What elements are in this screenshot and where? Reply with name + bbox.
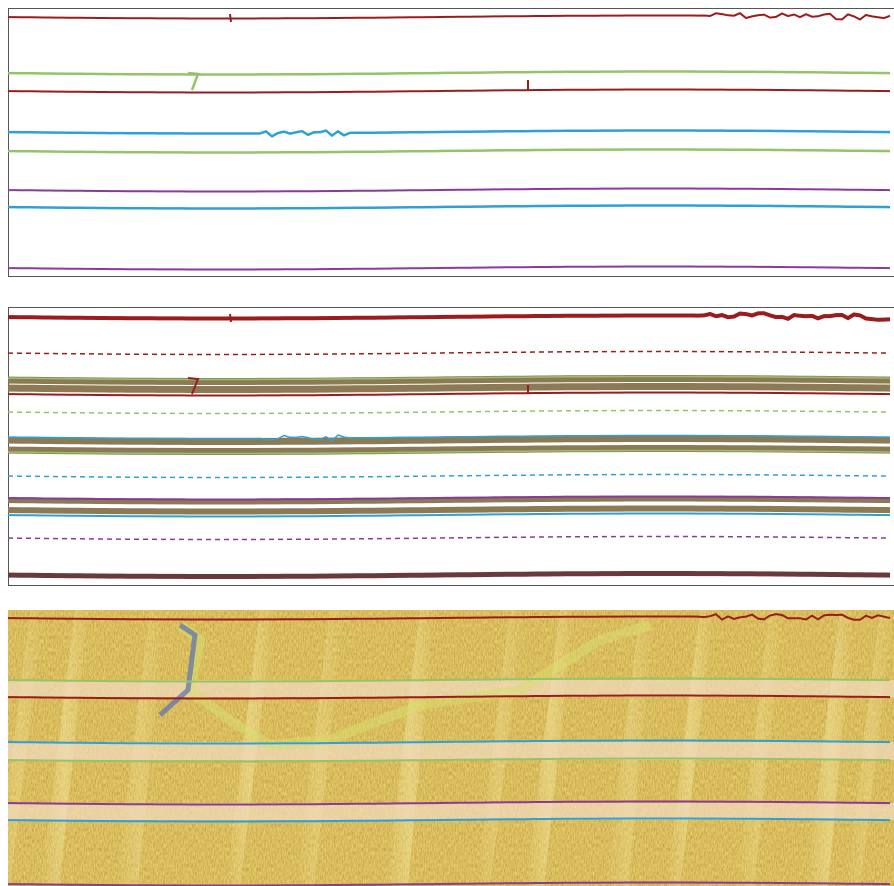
figure <box>0 0 894 886</box>
trace <box>8 509 890 512</box>
trace <box>8 387 890 390</box>
panel-top <box>9 9 894 277</box>
trace <box>8 574 890 577</box>
pale-band <box>8 803 894 820</box>
page: {} html, body { margin: 0; padding: 0; b… <box>0 0 894 886</box>
pale-band <box>8 742 894 760</box>
page-body: (() => { const svg = document.getElement… <box>0 0 894 886</box>
pale-band <box>8 680 894 697</box>
panel-bottom <box>0 610 894 886</box>
